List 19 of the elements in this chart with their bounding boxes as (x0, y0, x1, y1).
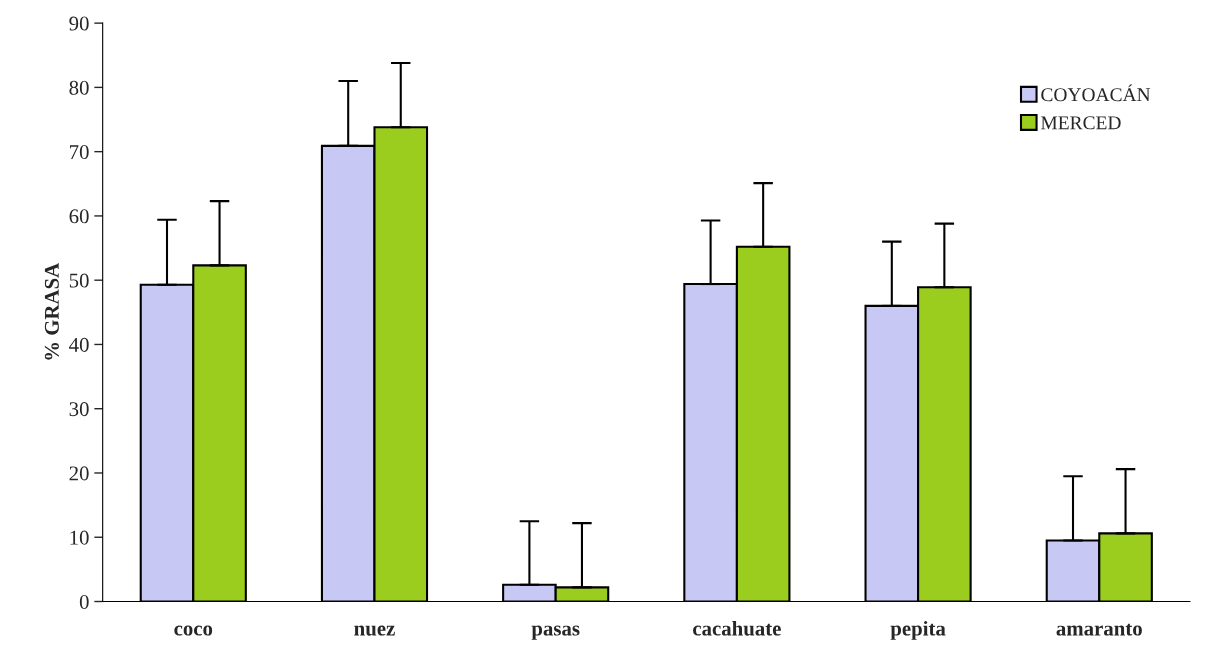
y-tick-label: 70 (70, 145, 89, 160)
x-tick-label: nuez (354, 625, 395, 636)
y-tick-label: 80 (69, 80, 89, 95)
x-tick-label: pepita (890, 620, 946, 640)
legend-label: MERCED (1041, 116, 1121, 130)
y-tick-label: 20 (69, 466, 89, 481)
y-axis-title: % GRASA (44, 262, 59, 360)
y-tick-label: 90 (69, 16, 89, 31)
legend-label: COYOACÁN (1041, 84, 1151, 102)
x-tick-label: pasas (531, 625, 580, 640)
y-tick-label: 40 (69, 337, 89, 352)
x-tick-label: amaranto (1056, 623, 1142, 636)
x-tick-label: coco (174, 625, 213, 636)
y-tick-label: 60 (69, 209, 89, 224)
y-tick-label: 10 (70, 530, 89, 545)
y-tick-label: 30 (69, 402, 89, 417)
y-tick-label: 0 (79, 594, 89, 609)
y-tick-label: 50 (69, 273, 89, 288)
x-tick-label: cacahuate (693, 620, 781, 636)
